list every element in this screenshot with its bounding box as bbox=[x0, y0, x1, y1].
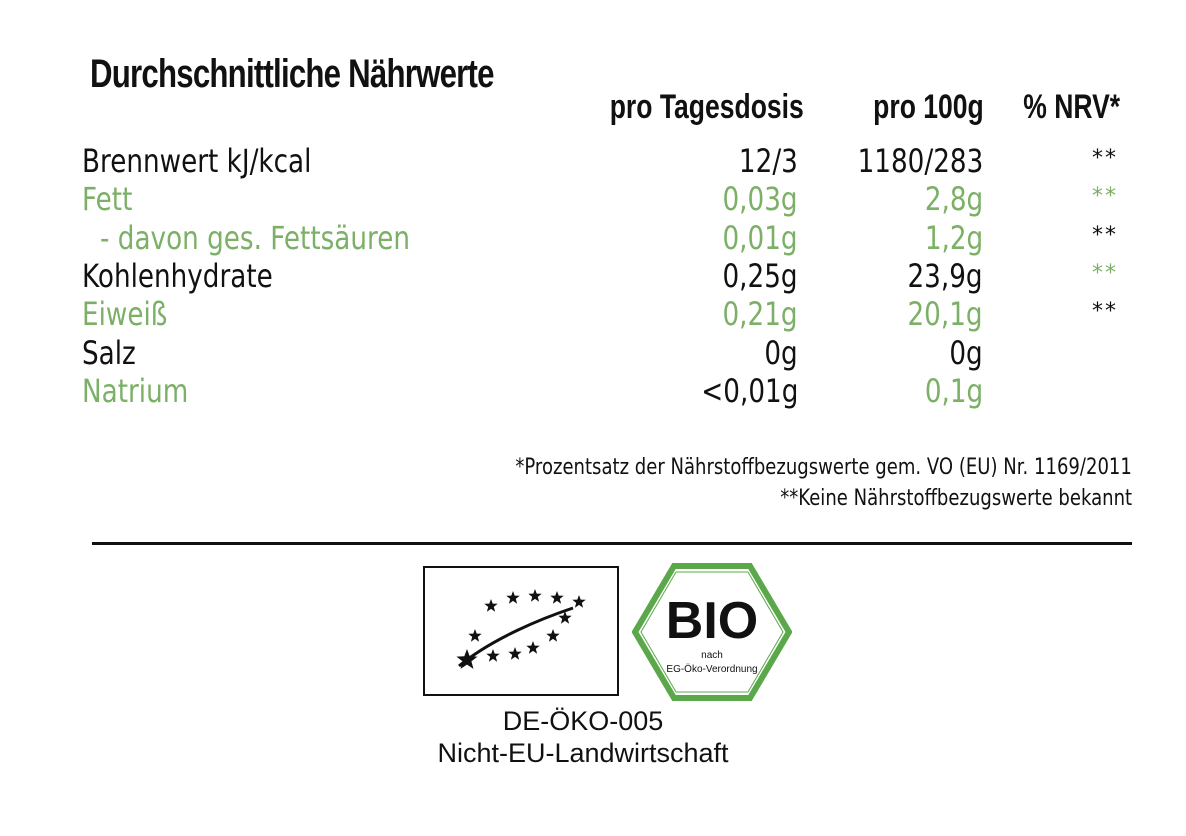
eu-star-icon bbox=[506, 591, 520, 604]
column-header-per-100g: pro 100g bbox=[873, 88, 984, 126]
footnote-nrv: *Prozentsatz der Nährstoffbezugswerte ge… bbox=[515, 455, 1132, 480]
eu-star-icon bbox=[508, 647, 522, 660]
eu-star-icon bbox=[546, 629, 560, 642]
value-per-dose: 12/3 bbox=[739, 142, 798, 180]
table-row: Eiweiß 0,21g 20,1g ** bbox=[0, 295, 1186, 333]
eu-organic-logo bbox=[423, 566, 619, 696]
value-nrv: ** bbox=[1092, 222, 1118, 248]
certification-code: DE-ÖKO-005 bbox=[502, 706, 664, 736]
eu-logo-stars bbox=[456, 589, 586, 669]
value-nrv: ** bbox=[1092, 260, 1118, 286]
divider bbox=[92, 542, 1132, 545]
column-header-per-dose: pro Tagesdosis bbox=[609, 88, 804, 126]
column-header-nrv: % NRV* bbox=[1023, 88, 1120, 126]
bio-seal-line2: EG-Öko-Verordnung bbox=[666, 663, 757, 675]
nutrient-label: Eiweiß bbox=[82, 295, 168, 334]
value-nrv: ** bbox=[1092, 146, 1118, 171]
value-per-100g: 1,2g bbox=[924, 218, 983, 257]
value-per-dose: <0,01g bbox=[700, 371, 798, 410]
value-per-100g: 20,1g bbox=[907, 295, 983, 334]
bio-seal-hexagon bbox=[632, 563, 792, 701]
eu-star-icon bbox=[526, 641, 540, 654]
bio-seal-line1: nach bbox=[701, 650, 723, 661]
nutrient-label: Kohlenhydrate bbox=[82, 256, 273, 295]
value-per-100g: 2,8g bbox=[924, 180, 983, 219]
value-per-dose: 0,25g bbox=[722, 256, 798, 295]
table-row: - davon ges. Fettsäuren 0,01g 1,2g ** bbox=[0, 219, 1186, 257]
eu-logo-frame bbox=[423, 566, 619, 696]
eu-star-icon bbox=[468, 629, 482, 642]
table-row: Fett 0,03g 2,8g ** bbox=[0, 180, 1186, 218]
certification-origin: Nicht-EU-Landwirtschaft bbox=[437, 738, 729, 768]
table-row: Salz 0g 0g bbox=[0, 334, 1186, 372]
eu-star-icon bbox=[558, 611, 572, 624]
value-nrv: ** bbox=[1092, 184, 1118, 210]
value-per-dose: 0g bbox=[764, 333, 798, 372]
eu-star-icon bbox=[484, 599, 498, 612]
value-per-100g: 0g bbox=[949, 333, 983, 372]
value-per-100g: 23,9g bbox=[907, 256, 983, 295]
nutrient-label: Natrium bbox=[82, 371, 189, 410]
bio-seal-wordmark: BIO bbox=[666, 592, 758, 650]
value-per-dose: 0,03g bbox=[722, 180, 798, 219]
nutrient-label: - davon ges. Fettsäuren bbox=[100, 218, 410, 257]
nutrient-label: Brennwert kJ/kcal bbox=[82, 142, 312, 180]
value-per-dose: 0,21g bbox=[722, 295, 798, 334]
page-title: Durchschnittliche Nährwerte bbox=[90, 52, 494, 96]
eu-star-icon bbox=[528, 589, 542, 602]
bio-seal-logo: BIO nach EG-Öko-Verordnung bbox=[632, 563, 792, 701]
value-per-100g: 1180/283 bbox=[857, 142, 983, 180]
eu-star-icon bbox=[550, 591, 564, 604]
value-per-dose: 0,01g bbox=[722, 218, 798, 257]
eu-star-icon bbox=[486, 649, 500, 662]
value-nrv: ** bbox=[1092, 299, 1118, 325]
table-row: Brennwert kJ/kcal 12/3 1180/283 ** bbox=[0, 142, 1186, 180]
value-per-100g: 0,1g bbox=[924, 371, 983, 410]
nutrient-label: Fett bbox=[82, 180, 133, 219]
table-row: Natrium <0,01g 0,1g bbox=[0, 372, 1186, 410]
table-row: Kohlenhydrate 0,25g 23,9g ** bbox=[0, 257, 1186, 295]
eu-star-icon bbox=[456, 649, 478, 669]
footnote-unknown: **Keine Nährstoffbezugswerte bekannt bbox=[780, 486, 1132, 511]
nutrient-label: Salz bbox=[82, 333, 136, 372]
eu-star-icon bbox=[572, 595, 586, 608]
